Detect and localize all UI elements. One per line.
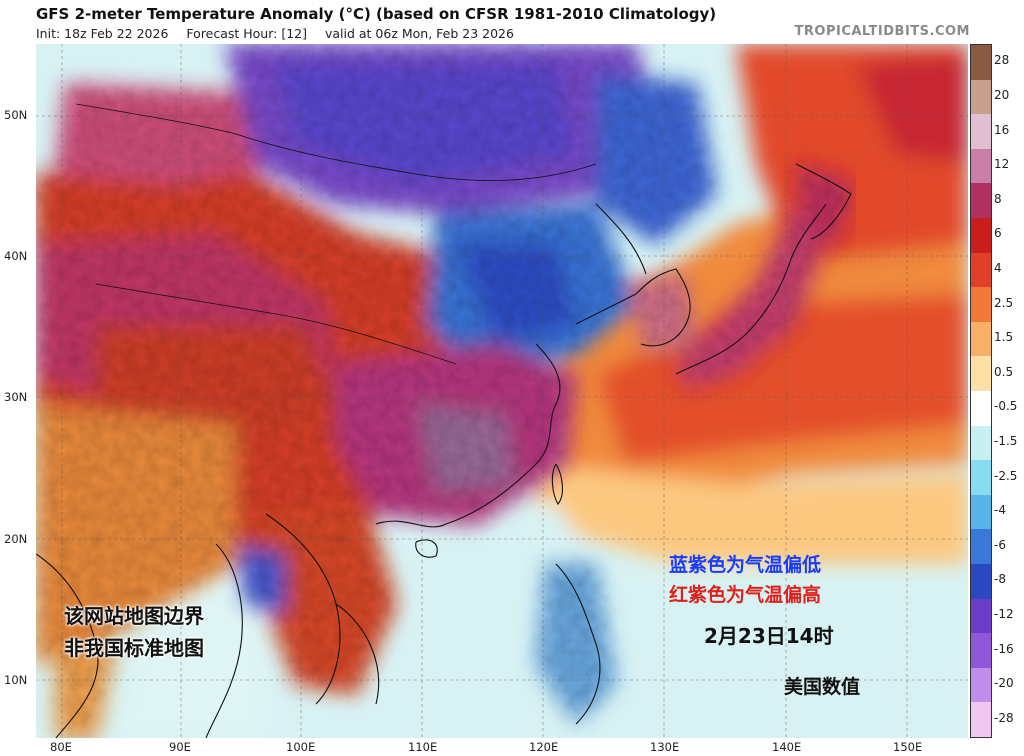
lat-label-40n: 40N: [4, 249, 28, 263]
colorbar-segment: [971, 79, 991, 115]
colorbar-tick-label: -6: [994, 537, 1006, 552]
colorbar: [970, 44, 992, 738]
colorbar-tick-label: -1.5: [994, 433, 1018, 448]
brand-watermark: TROPICALTIDBITS.COM: [794, 24, 970, 39]
colorbar-tick-label: -16: [994, 641, 1014, 656]
lon-label-120e: 120E: [529, 740, 559, 754]
colorbar-segment: [971, 494, 991, 530]
hainan-coastline: [415, 539, 438, 558]
colorbar-tick-label: -0.5: [994, 399, 1018, 414]
colorbar-segment: [971, 356, 991, 392]
colorbar-tick-label: 4: [994, 260, 1002, 275]
colorbar-segment: [971, 183, 991, 219]
colorbar-tick-label: -12: [994, 606, 1014, 621]
lat-label-10n: 10N: [4, 673, 28, 687]
map-title: GFS 2-meter Temperature Anomaly (°C) (ba…: [36, 5, 717, 23]
colorbar-segment: [971, 148, 991, 184]
colorbar-tick-label: -8: [994, 572, 1006, 587]
lon-label-130e: 130E: [650, 740, 680, 754]
colorbar-segment: [971, 460, 991, 496]
forecast-date-label: 2月23日14时: [704, 624, 834, 648]
header: GFS 2-meter Temperature Anomaly (°C) (ba…: [0, 0, 1024, 44]
colorbar-tick-label: -28: [994, 710, 1014, 725]
valid-time: valid at 06z Mon, Feb 23 2026: [324, 26, 514, 41]
lon-label-110e: 110E: [408, 740, 438, 754]
colorbar-segment: [971, 114, 991, 150]
lon-label-90e: 90E: [169, 740, 191, 754]
lon-label-150e: 150E: [893, 740, 923, 754]
colorbar-segment: [971, 702, 991, 738]
korea-coastline: [575, 268, 691, 347]
lat-label-50n: 50N: [4, 108, 28, 122]
colorbar-tick-label: 2.5: [994, 295, 1014, 310]
colorbar-tick-label: -2.5: [994, 468, 1018, 483]
colorbar-segment: [971, 321, 991, 357]
colorbar-segment: [971, 529, 991, 565]
northern-border: [75, 103, 597, 181]
lon-label-140e: 140E: [772, 740, 802, 754]
temperature-anomaly-map: [36, 44, 968, 738]
legend-warm: 红紫色为气温偏高: [669, 584, 822, 606]
japan-coastline: [675, 203, 827, 375]
colorbar-segment: [971, 598, 991, 634]
china-coastline: [375, 343, 561, 528]
colorbar-tick-label: 28: [994, 53, 1010, 68]
colorbar-segment: [971, 45, 991, 80]
colorbar-segment: [971, 564, 991, 599]
colorbar-tick-label: 0.5: [994, 364, 1014, 379]
map-canvas: [36, 44, 968, 738]
source-label: 美国数值: [784, 676, 861, 698]
colorbar-segment: [971, 425, 991, 461]
lat-label-30n: 30N: [4, 390, 28, 404]
colorbar-segment: [971, 287, 991, 323]
colorbar-segment: [971, 633, 991, 669]
colorbar-segment: [971, 252, 991, 288]
colorbar-tick-label: 16: [994, 122, 1010, 137]
lon-label-100e: 100E: [286, 740, 316, 754]
colorbar-segment: [971, 391, 991, 426]
colorbar-tick-label: 1.5: [994, 330, 1014, 345]
disclaimer-line-1: 该网站地图边界: [64, 604, 204, 628]
init-time: Init: 18z Feb 22 2026: [36, 26, 169, 41]
forecast-hour: Forecast Hour: [12]: [186, 26, 307, 41]
colorbar-tick-label: 6: [994, 226, 1002, 241]
map-subtitle: Init: 18z Feb 22 2026 Forecast Hour: [12…: [36, 26, 528, 41]
legend-cold: 蓝紫色为气温偏低: [669, 554, 822, 576]
lat-label-20n: 20N: [4, 532, 28, 546]
colorbar-tick-label: -20: [994, 676, 1014, 691]
philippines-coastline: [555, 563, 601, 725]
colorbar-tick-label: 20: [994, 87, 1010, 102]
lon-label-80e: 80E: [50, 740, 72, 754]
colorbar-tick-label: 8: [994, 191, 1002, 206]
colorbar-tick-label: 12: [994, 157, 1010, 172]
colorbar-tick-label: -4: [994, 503, 1006, 518]
disclaimer-line-2: 非我国标准地图: [64, 636, 204, 660]
colorbar-segment: [971, 218, 991, 253]
taiwan-coastline: [551, 463, 564, 505]
colorbar-segment: [971, 667, 991, 703]
